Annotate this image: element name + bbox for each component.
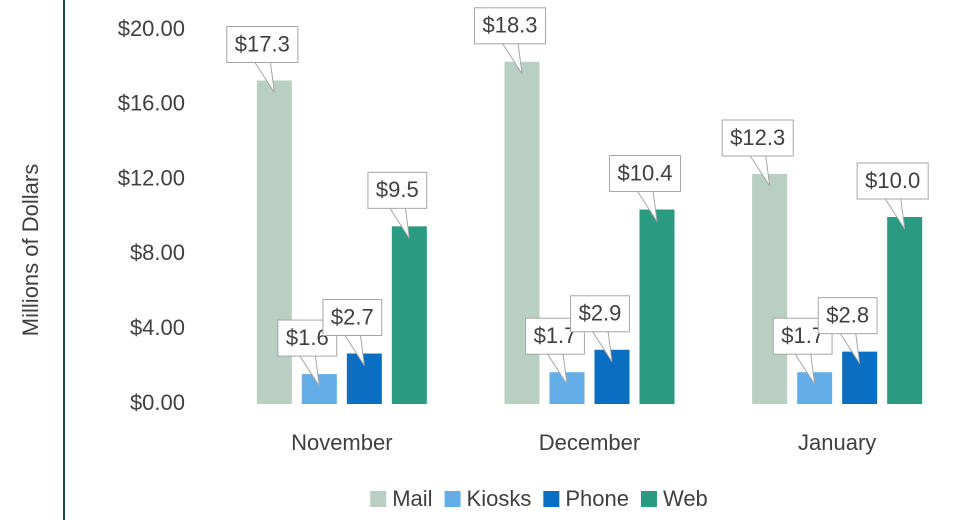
- data-label-callout: [473, 7, 547, 75]
- callout-box: [608, 155, 682, 193]
- data-label: $1.6: [286, 325, 329, 350]
- bar: [391, 226, 427, 404]
- legend-label: Phone: [565, 486, 629, 511]
- bar: [887, 217, 923, 404]
- data-label: $1.7: [534, 323, 577, 348]
- callout-box: [817, 297, 878, 335]
- y-tick-label: $20.00: [118, 16, 185, 41]
- legend-marker: [640, 491, 657, 507]
- bar: [752, 173, 788, 404]
- data-label-callout: [226, 25, 299, 93]
- data-label: $10.4: [617, 160, 672, 185]
- y-tick-label: $16.00: [118, 91, 185, 116]
- callout-box: [856, 162, 929, 200]
- legend-label: Kiosks: [467, 486, 532, 511]
- callout-box: [367, 171, 428, 209]
- callout-box: [570, 295, 630, 333]
- data-label: $12.3: [730, 125, 785, 150]
- legend-label: Mail: [392, 486, 432, 511]
- callout-box: [322, 299, 383, 337]
- legend-label: Web: [663, 486, 708, 511]
- legend-marker: [444, 491, 461, 507]
- legend-marker: [543, 491, 560, 507]
- data-label-callout: [322, 299, 383, 366]
- y-tick-label: $4.00: [130, 315, 185, 340]
- bar: [639, 209, 675, 404]
- legend-marker: [370, 491, 387, 507]
- data-label-callout: [367, 171, 428, 239]
- bar: [346, 353, 382, 404]
- data-label-callout: [608, 155, 682, 222]
- bar: [549, 372, 585, 404]
- x-tick-label: December: [539, 430, 640, 455]
- data-label: $10.0: [865, 168, 920, 193]
- callout-box: [226, 25, 299, 63]
- x-tick-label: January: [798, 430, 876, 455]
- bar: [301, 374, 337, 404]
- data-label: $2.8: [826, 302, 869, 327]
- data-label-callout: [817, 297, 878, 364]
- data-label: $17.3: [235, 31, 290, 56]
- callout-box: [721, 119, 794, 157]
- y-axis-label: Millions of Dollars: [18, 164, 43, 336]
- data-label: $9.5: [376, 177, 419, 202]
- data-label: $2.7: [331, 304, 374, 329]
- x-tick-label: November: [291, 430, 392, 455]
- data-label-callout: [856, 162, 929, 230]
- data-label-callout: [570, 295, 630, 363]
- y-tick-label: $8.00: [130, 240, 185, 265]
- y-tick-label: $0.00: [130, 390, 185, 415]
- y-tick-label: $12.00: [118, 165, 185, 190]
- bar: [797, 372, 833, 404]
- data-label: $1.7: [781, 323, 824, 348]
- data-label: $2.9: [579, 301, 622, 326]
- data-label: $18.3: [482, 13, 537, 38]
- callout-box: [473, 7, 547, 45]
- data-label-callout: [721, 119, 794, 187]
- bar: [842, 351, 878, 404]
